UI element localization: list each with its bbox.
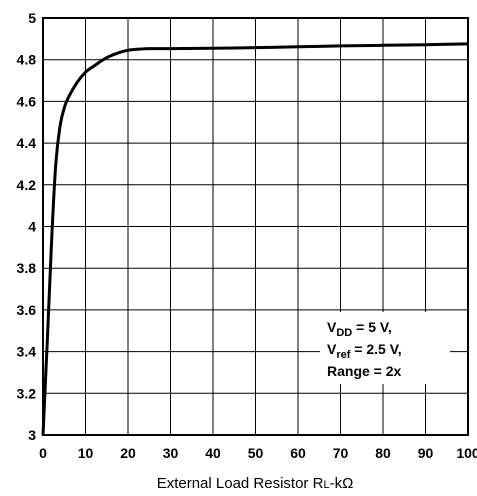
y-tick-labels: 3 3.2 3.4 3.6 3.8 4 4.2 4.4 4.6 4.8 5 (17, 10, 37, 443)
x-tick-label: 40 (205, 445, 221, 461)
x-tick-label: 80 (375, 445, 391, 461)
x-tick-label: 100 (456, 445, 477, 461)
x-tick-labels: 0 10 20 30 40 50 60 70 80 90 100 (39, 445, 477, 461)
curve-layer (41, 42, 469, 436)
series-line (41, 42, 469, 436)
annotation-box: VDD = 5 V, Vref = 2.5 V, Range = 2x (320, 312, 450, 384)
y-tick-label: 4.8 (17, 52, 37, 68)
annotation-vdd: VDD = 5 V, (327, 319, 392, 339)
x-tick-label: 0 (39, 445, 47, 461)
x-tick-label: 10 (78, 445, 94, 461)
annotation-vref: Vref = 2.5 V, (327, 341, 402, 361)
y-tick-label: 4 (28, 219, 36, 235)
x-tick-label: 70 (333, 445, 349, 461)
y-tick-label: 3.6 (17, 302, 37, 318)
plot-border (42, 17, 469, 436)
y-tick-label: 3.2 (17, 385, 37, 401)
annotation-background (320, 312, 450, 384)
x-tick-label: 50 (248, 445, 264, 461)
y-tick-label: 5 (28, 10, 36, 26)
x-tick-label: 20 (120, 445, 136, 461)
x-axis-label: External Load Resistor RL-kΩ (157, 475, 354, 492)
y-tick-label: 3.8 (17, 260, 37, 276)
x-tick-label: 60 (290, 445, 306, 461)
x-tick-label: 30 (163, 445, 179, 461)
y-tick-label: 4.4 (17, 135, 37, 151)
y-tick-label: 3 (28, 427, 36, 443)
y-tick-label: 4.2 (17, 177, 37, 193)
y-tick-label: 3.4 (17, 344, 37, 360)
annotation-range: Range = 2x (327, 363, 402, 379)
y-tick-label: 4.6 (17, 93, 37, 109)
x-tick-label: 90 (418, 445, 434, 461)
